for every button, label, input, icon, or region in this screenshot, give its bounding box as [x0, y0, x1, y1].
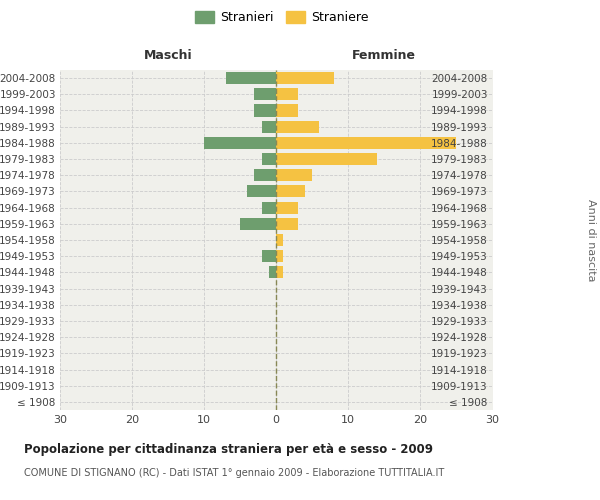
Bar — [262, 153, 276, 165]
Bar — [226, 72, 276, 84]
Bar — [276, 137, 456, 149]
Bar — [254, 169, 276, 181]
Bar — [262, 202, 276, 213]
Bar — [262, 250, 276, 262]
Bar — [276, 186, 305, 198]
Text: Femmine: Femmine — [352, 50, 416, 62]
Text: Maschi: Maschi — [143, 50, 193, 62]
Bar — [276, 266, 283, 278]
Bar — [276, 250, 283, 262]
Bar — [276, 169, 312, 181]
Bar — [254, 88, 276, 101]
Bar — [254, 104, 276, 117]
Bar — [240, 218, 276, 230]
Bar — [276, 202, 298, 213]
Bar — [204, 137, 276, 149]
Bar — [276, 234, 283, 246]
Text: Popolazione per cittadinanza straniera per età e sesso - 2009: Popolazione per cittadinanza straniera p… — [24, 442, 433, 456]
Bar — [276, 153, 377, 165]
Bar — [276, 120, 319, 132]
Bar — [247, 186, 276, 198]
Bar — [269, 266, 276, 278]
Legend: Stranieri, Straniere: Stranieri, Straniere — [195, 11, 369, 24]
Bar — [276, 72, 334, 84]
Bar — [276, 218, 298, 230]
Bar — [276, 104, 298, 117]
Text: Anni di nascita: Anni di nascita — [586, 198, 596, 281]
Text: COMUNE DI STIGNANO (RC) - Dati ISTAT 1° gennaio 2009 - Elaborazione TUTTITALIA.I: COMUNE DI STIGNANO (RC) - Dati ISTAT 1° … — [24, 468, 444, 477]
Bar — [276, 88, 298, 101]
Bar — [262, 120, 276, 132]
